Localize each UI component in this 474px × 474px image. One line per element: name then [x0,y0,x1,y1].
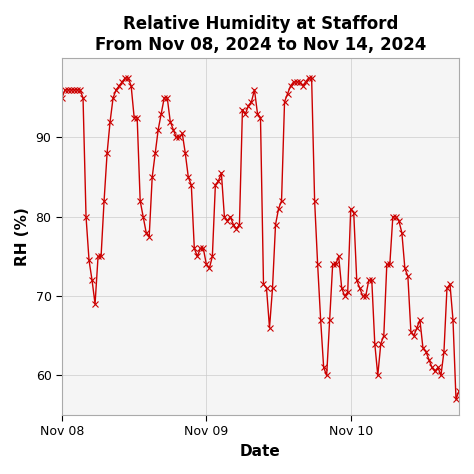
X-axis label: Date: Date [240,444,281,459]
Title: Relative Humidity at Stafford
From Nov 08, 2024 to Nov 14, 2024: Relative Humidity at Stafford From Nov 0… [95,15,426,54]
Y-axis label: RH (%): RH (%) [15,207,30,266]
